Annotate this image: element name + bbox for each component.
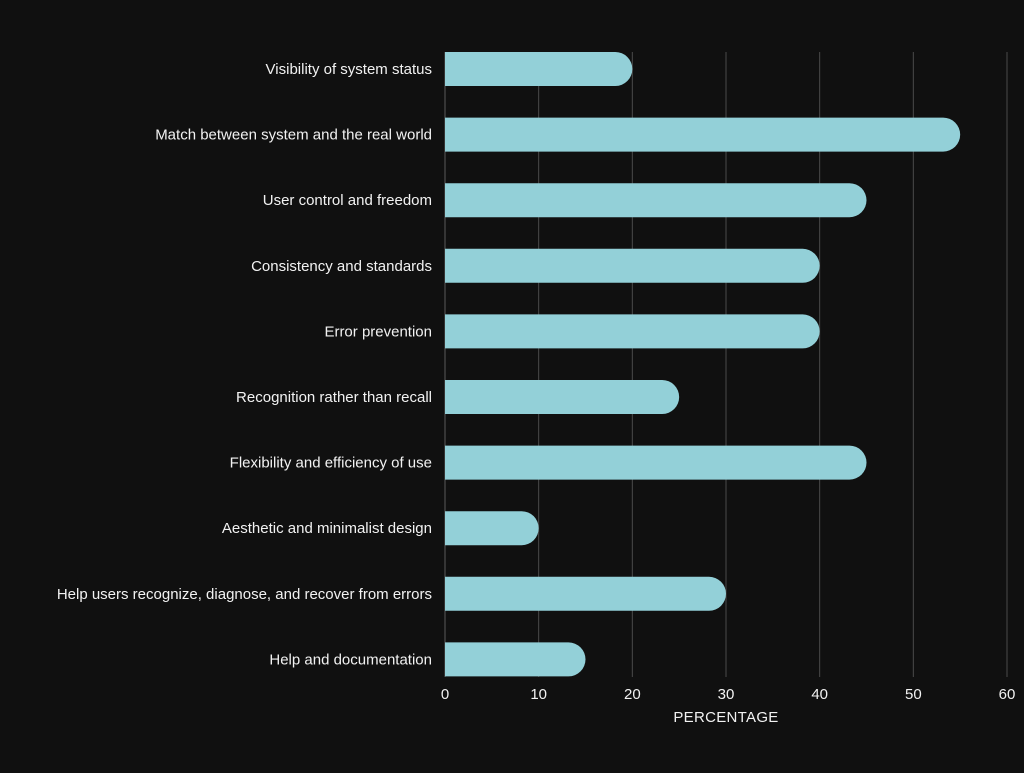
bar-0 xyxy=(445,52,633,86)
x-tick-label-40: 40 xyxy=(811,686,828,703)
x-tick-labels: 0 10 20 30 40 50 60 xyxy=(441,686,1016,703)
category-label-7: Aesthetic and minimalist design xyxy=(222,520,432,537)
bar-9 xyxy=(445,642,586,677)
category-label-2: User control and freedom xyxy=(263,192,432,209)
x-tick-label-10: 10 xyxy=(530,686,547,703)
x-tick-label-20: 20 xyxy=(624,686,641,703)
grid-lines xyxy=(444,52,1008,677)
category-label-1: Match between system and the real world xyxy=(155,127,432,144)
x-tick-label-50: 50 xyxy=(905,686,922,703)
bar-7 xyxy=(445,511,539,546)
bar-3 xyxy=(445,248,820,283)
category-label-8: Help users recognize, diagnose, and reco… xyxy=(57,586,432,603)
category-labels: Visibility of system status Match between… xyxy=(57,61,432,668)
bar-4 xyxy=(445,314,820,349)
category-label-3: Consistency and standards xyxy=(251,258,432,275)
x-tick-label-30: 30 xyxy=(718,686,735,703)
x-axis-title: PERCENTAGE xyxy=(673,709,778,726)
x-tick-label-60: 60 xyxy=(999,686,1016,703)
category-label-9: Help and documentation xyxy=(269,651,432,668)
category-label-0: Visibility of system status xyxy=(266,61,432,78)
bar-6 xyxy=(445,445,867,480)
bars xyxy=(445,52,961,677)
category-label-4: Error prevention xyxy=(324,323,432,340)
bar-8 xyxy=(445,576,726,611)
bar-2 xyxy=(445,183,867,218)
bar-5 xyxy=(445,380,680,414)
x-tick-label-0: 0 xyxy=(441,686,449,703)
category-label-5: Recognition rather than recall xyxy=(236,389,432,406)
bar-1 xyxy=(445,117,961,152)
category-label-6: Flexibility and efficiency of use xyxy=(230,455,432,472)
